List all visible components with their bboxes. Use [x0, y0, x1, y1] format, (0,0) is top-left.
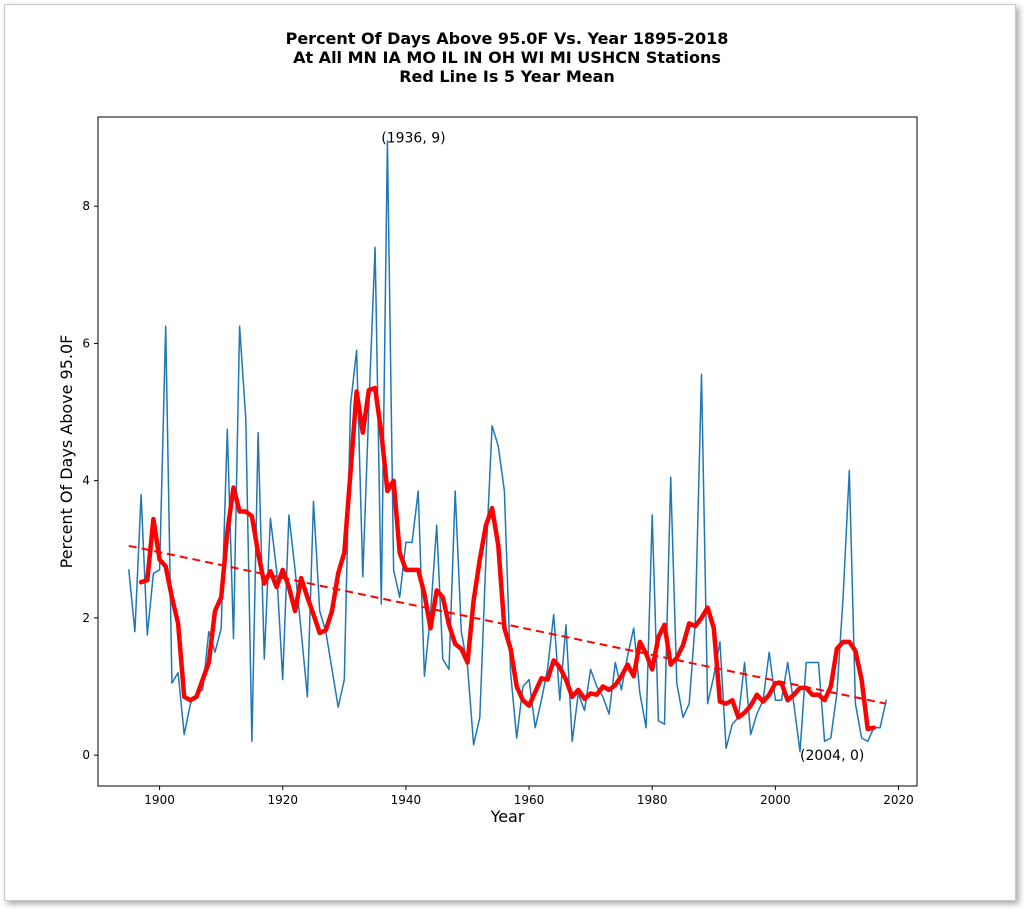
- y-tick-label: 6: [82, 336, 90, 350]
- series-line-5-year-mean: [138, 385, 877, 732]
- chart-title-line-1: Percent Of Days Above 95.0F Vs. Year 189…: [285, 29, 729, 48]
- x-tick-label: 1920: [267, 793, 298, 807]
- annotation-label: (1936, 9): [381, 131, 445, 147]
- axes-frame: [97, 116, 918, 787]
- series-layer: [128, 140, 887, 753]
- y-tick-label: 8: [82, 199, 90, 213]
- x-tick-label: 1900: [144, 793, 175, 807]
- series-line-daily-percent: [128, 140, 887, 753]
- y-tick-label: 0: [82, 748, 90, 762]
- annotation-label: (2004, 0): [800, 748, 864, 764]
- ticks-layer: 1900 1920 1940 1960 1980 2000 2020 0 2 4 6 8: [82, 199, 913, 807]
- series-line-trend: [128, 544, 887, 705]
- y-tick-label: 4: [82, 474, 90, 488]
- x-tick-label: 2020: [883, 793, 914, 807]
- chart-title-line-2: At All MN IA MO IL IN OH WI MI USHCN Sta…: [293, 48, 721, 67]
- chart-title: Percent Of Days Above 95.0F Vs. Year 189…: [0, 29, 1014, 86]
- y-tick-label: 2: [82, 611, 90, 625]
- figure-frame: [4, 4, 1016, 901]
- x-tick-label: 1980: [637, 793, 668, 807]
- y-axis-label: Percent Of Days Above 95.0F: [57, 335, 76, 569]
- x-tick-label: 1960: [514, 793, 545, 807]
- x-axis-label: Year: [490, 807, 525, 826]
- x-tick-label: 2000: [760, 793, 791, 807]
- chart-title-line-3: Red Line Is 5 Year Mean: [399, 67, 615, 86]
- x-tick-label: 1940: [391, 793, 422, 807]
- annotations-layer: (1936, 9) (2004, 0): [381, 131, 864, 765]
